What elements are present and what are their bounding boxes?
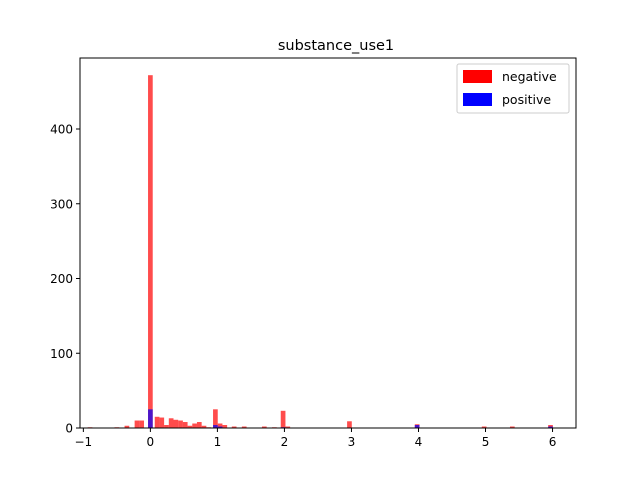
x-tick-label-2: 1 (214, 435, 222, 449)
y-tick-label-0: 0 (65, 422, 73, 436)
bar-negative-14 (192, 423, 197, 428)
y-tick-label-1: 100 (50, 347, 73, 361)
bar-positive-4 (414, 425, 420, 428)
bar-negative-3 (134, 420, 140, 428)
chart-title: substance_use1 (278, 38, 394, 54)
x-tick-label-4: 3 (348, 435, 356, 449)
x-tick-label-3: 2 (281, 435, 289, 449)
bar-negative-21 (231, 426, 237, 428)
y-axis: 0 100 200 300 400 (50, 123, 80, 436)
x-tick-label-5: 4 (415, 435, 423, 449)
x-tick-label-6: 5 (482, 435, 490, 449)
legend-swatch-negative (463, 70, 492, 83)
bar-positive-1 (213, 425, 218, 428)
bar-negative-19 (217, 423, 223, 428)
bar-negative-15 (196, 422, 202, 428)
x-axis: −1 0 1 2 3 4 5 6 (74, 428, 556, 449)
bar-negative-26 (285, 426, 291, 428)
bar-negative-20 (222, 425, 228, 428)
bar-negative-7 (159, 417, 165, 428)
legend-label-positive: positive (502, 92, 551, 107)
legend-label-negative: negative (502, 69, 557, 84)
y-tick-label-4: 400 (50, 123, 73, 137)
y-tick-label-3: 300 (50, 197, 73, 211)
bar-negative-13 (187, 425, 193, 428)
bar-negative-8 (164, 425, 169, 428)
bar-negative-30 (509, 426, 515, 428)
legend: negative positive (456, 63, 570, 114)
bar-negative-9 (168, 418, 174, 428)
bar-negative-25 (280, 410, 286, 428)
y-tick-label-2: 200 (50, 272, 73, 286)
bar-negative-2 (124, 425, 130, 428)
bar-negative-16 (201, 425, 207, 428)
bar-negative-23 (261, 426, 267, 428)
bar-negative-27 (347, 421, 352, 428)
bar-negative-6 (154, 416, 160, 428)
bar-positive-2 (217, 426, 223, 428)
bar-negative-11 (178, 420, 183, 428)
bar-negative-5 (148, 75, 153, 428)
bar-negative-18 (213, 409, 218, 428)
bar-negative-10 (173, 419, 179, 428)
x-tick-label-7: 6 (549, 435, 557, 449)
x-tick-label-1: 0 (147, 435, 155, 449)
bar-negative-22 (241, 426, 247, 428)
bar-negative-12 (182, 422, 188, 428)
bar-positive-0 (148, 409, 153, 428)
x-tick-label-0: −1 (74, 435, 92, 449)
legend-swatch-positive (463, 93, 492, 106)
bar-negative-29 (481, 426, 487, 428)
bar-positive-5 (548, 426, 553, 428)
plot-frame (79, 57, 577, 429)
bar-negative-4 (139, 420, 145, 428)
